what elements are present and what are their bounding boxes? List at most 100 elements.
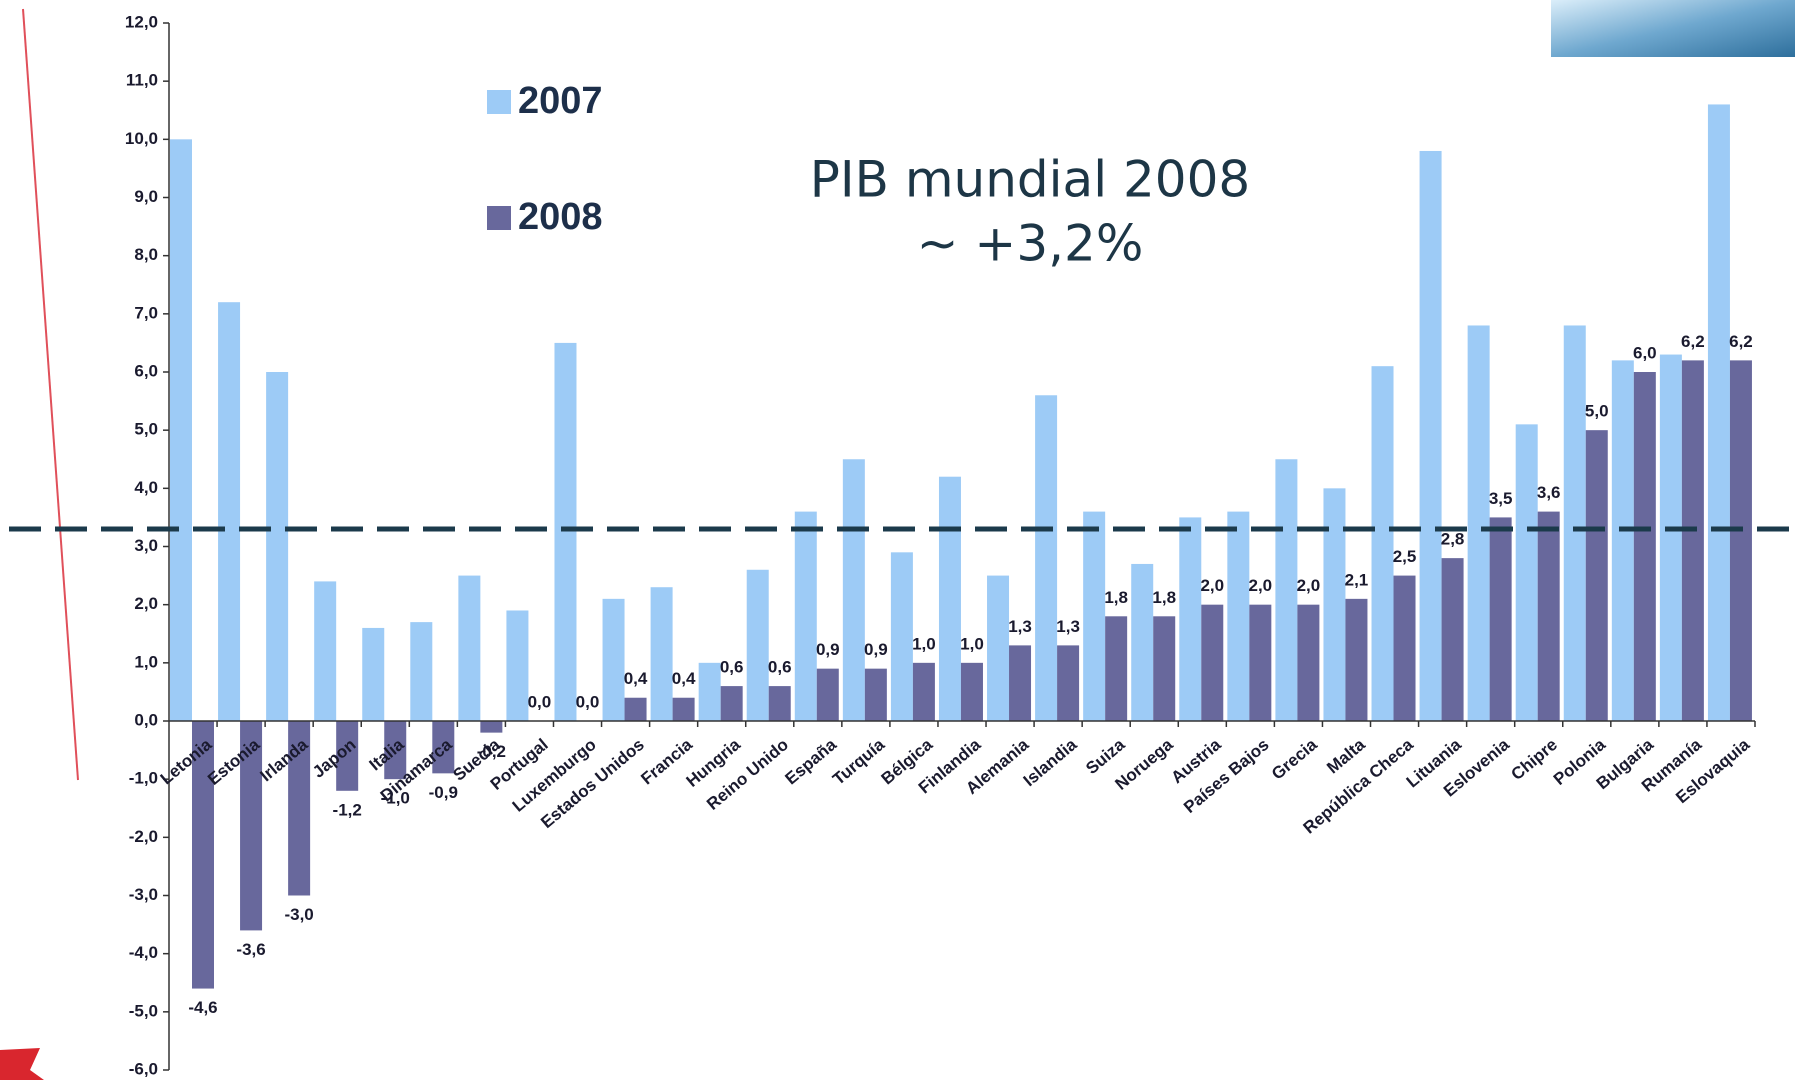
bar	[1035, 395, 1057, 721]
bar	[506, 610, 528, 721]
bar	[1131, 564, 1153, 721]
bar	[1612, 360, 1634, 721]
value-label: 2,8	[1441, 530, 1465, 549]
y-tick-label: -3,0	[129, 885, 158, 904]
y-tick-label: 8,0	[134, 245, 158, 264]
value-label: 0,6	[768, 658, 792, 677]
bar	[314, 581, 336, 721]
bar	[769, 686, 791, 721]
y-tick-label: -2,0	[129, 827, 158, 846]
y-tick-label: 0,0	[134, 710, 158, 729]
bar	[266, 372, 288, 721]
y-tick-label: 10,0	[125, 129, 158, 148]
x-tick-label: Países Bajos	[1180, 735, 1273, 817]
bar	[1057, 645, 1079, 721]
value-label: 1,3	[1008, 617, 1032, 636]
bar	[1394, 576, 1416, 721]
chart-title: PIB mundial 2008	[810, 151, 1250, 209]
bar	[1105, 616, 1127, 721]
y-tick-label: 9,0	[134, 187, 158, 206]
bar	[1249, 605, 1271, 721]
bar	[480, 721, 502, 733]
bar	[817, 669, 839, 721]
bar	[1275, 459, 1297, 721]
bar	[1538, 512, 1560, 721]
bar	[1516, 424, 1538, 721]
bar	[1179, 517, 1201, 721]
value-label: 6,2	[1681, 332, 1705, 351]
value-label: -3,0	[284, 905, 313, 924]
chart-subtitle: ~ +3,2%	[917, 215, 1144, 273]
bar	[1490, 517, 1512, 721]
value-label: 2,0	[1297, 576, 1321, 595]
y-tick-label: -4,0	[129, 943, 158, 962]
x-tick-label: Grecia	[1268, 735, 1321, 784]
y-tick-label: 2,0	[134, 594, 158, 613]
bar	[1442, 558, 1464, 721]
value-label: 2,0	[1200, 576, 1224, 595]
value-label: 1,0	[912, 634, 936, 653]
value-label: 5,0	[1585, 402, 1609, 421]
value-label: 6,2	[1729, 332, 1753, 351]
bar	[891, 552, 913, 721]
x-tick-label: España	[782, 735, 841, 789]
bar	[651, 587, 673, 721]
bar	[1564, 325, 1586, 721]
y-tick-label: -1,0	[129, 769, 158, 788]
bar	[554, 343, 576, 721]
bar	[795, 512, 817, 721]
bar	[843, 459, 865, 721]
value-label: 6,0	[1633, 343, 1657, 362]
bar	[913, 663, 935, 721]
value-label: -1,2	[333, 800, 362, 819]
value-label: 3,6	[1537, 483, 1561, 502]
bar	[747, 570, 769, 721]
value-label: 1,0	[960, 634, 984, 653]
bar	[939, 477, 961, 721]
value-label: -3,6	[236, 940, 265, 959]
bar	[987, 576, 1009, 721]
corner-image	[1551, 0, 1795, 57]
chart: PIB mundial 2008 ~ +3,2% 20072008 -6,0 -5…	[0, 0, 1795, 1080]
page: PIB mundial 2008 ~ +3,2% 20072008 -6,0 -5…	[0, 0, 1795, 1080]
y-tick-label: 4,0	[134, 478, 158, 497]
bar	[410, 622, 432, 721]
bar	[1227, 512, 1249, 721]
value-label: 2,1	[1345, 570, 1369, 589]
bar	[218, 302, 240, 721]
bar	[1586, 430, 1608, 721]
bar	[170, 139, 192, 721]
legend-label: 2007	[518, 80, 603, 122]
y-tick-label: 11,0	[126, 71, 158, 90]
logo	[0, 1048, 44, 1080]
value-label: 0,4	[624, 669, 648, 688]
bar	[1297, 605, 1319, 721]
bar	[673, 698, 695, 721]
bar	[1420, 151, 1442, 721]
bar	[1083, 512, 1105, 721]
bar	[1468, 325, 1490, 721]
bar	[625, 698, 647, 721]
legend-swatch	[487, 206, 511, 230]
legend-swatch	[487, 90, 511, 114]
value-label: 1,3	[1056, 617, 1080, 636]
y-tick-label: -6,0	[129, 1059, 158, 1078]
value-label: 0,6	[720, 658, 744, 677]
y-tick-label: 1,0	[134, 652, 158, 671]
value-label: 1,8	[1152, 588, 1176, 607]
bar	[1009, 645, 1031, 721]
bar	[961, 663, 983, 721]
bar	[721, 686, 743, 721]
bar	[1682, 360, 1704, 721]
value-label: 0,0	[528, 692, 552, 711]
value-label: 3,5	[1489, 489, 1513, 508]
value-label: 2,0	[1249, 576, 1273, 595]
value-label: 0,9	[816, 640, 840, 659]
bar	[362, 628, 384, 721]
bar	[1634, 372, 1656, 721]
value-label: 1,8	[1104, 588, 1128, 607]
decor-line	[23, 9, 78, 780]
y-tick-label: -5,0	[129, 1001, 158, 1020]
value-label: -4,6	[188, 998, 217, 1017]
